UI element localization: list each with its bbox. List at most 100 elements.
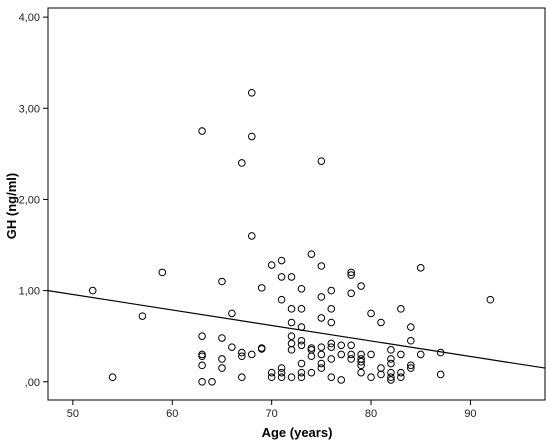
data-point [297,373,306,382]
data-point [317,364,326,372]
fit-line [47,290,546,369]
data-point [247,232,256,240]
data-point [357,282,365,290]
data-point [337,350,346,359]
data-point [238,352,246,361]
data-point [247,132,256,141]
plot-area [47,7,546,401]
y-tick-label: 2,00 [19,194,40,206]
data-point [297,341,306,350]
data-point [277,364,286,372]
data-point [228,343,236,351]
data-point [347,355,355,363]
data-points [88,88,495,386]
data-point [436,370,445,379]
data-point [367,373,375,382]
data-point [287,373,296,382]
data-point [317,262,326,270]
data-point [257,345,266,353]
data-point [387,376,395,384]
data-point [327,373,336,382]
data-point [287,332,296,340]
data-point [317,359,326,368]
data-point [327,305,336,313]
data-point [297,359,306,368]
data-point [357,368,365,377]
data-point [287,273,296,281]
data-point [247,350,256,359]
data-point [297,284,306,293]
data-point [347,268,355,277]
data-point [397,350,405,359]
data-point [267,373,276,382]
x-tick-label: 90 [464,408,476,420]
data-point [88,286,97,295]
data-point [397,373,405,382]
data-point [218,334,226,342]
data-point [416,264,425,272]
data-point [337,376,346,384]
data-point [267,368,276,377]
data-point [327,339,336,348]
data-point [307,352,316,361]
x-tick-label: 50 [67,408,79,420]
data-point [387,355,395,363]
data-point [367,309,375,318]
data-point [367,350,375,359]
data-point [287,346,296,354]
data-point [307,250,316,258]
data-point [277,373,286,382]
data-point [317,293,326,301]
data-point [267,261,276,269]
y-axis-title: GH (ng/ml) [4,173,19,239]
data-point [377,318,385,327]
data-point [238,348,246,357]
data-point [198,377,206,386]
data-point [407,364,415,372]
data-point [297,323,306,331]
data-point [218,364,226,372]
data-point [228,309,236,318]
data-point [247,88,256,97]
data-point [277,368,286,377]
data-point [387,368,395,377]
data-point [198,352,206,361]
data-point [387,346,395,354]
data-point [407,336,415,345]
data-point [327,355,336,363]
data-point [238,159,246,167]
data-point [277,273,286,281]
x-tick-label: 60 [166,408,178,420]
data-point [337,341,346,350]
y-axis-ticks: ,00 1,00 2,00 3,00 4,00 [19,12,48,389]
data-point [347,289,355,298]
data-point [327,343,336,351]
data-point [357,361,365,370]
data-point [277,295,286,304]
data-point [436,348,445,357]
data-point [138,312,147,320]
data-point [297,336,306,345]
y-tick-label: 4,00 [19,12,40,24]
fit-line-group [47,290,546,369]
data-point [347,341,355,350]
data-point [486,295,495,304]
data-point [357,357,365,366]
data-point [387,373,395,382]
data-point [257,284,266,292]
x-tick-label: 70 [266,408,278,420]
data-point [297,368,306,377]
data-point [397,368,405,377]
data-point [108,373,117,382]
data-point [287,318,296,327]
data-point [238,373,246,382]
data-point [208,377,216,386]
data-point [198,127,206,135]
x-axis-ticks: 50 60 70 80 90 [67,400,477,420]
data-point [416,350,425,359]
data-point [327,286,336,295]
data-point [347,271,355,279]
x-tick-label: 80 [365,408,377,420]
data-point [387,359,395,368]
